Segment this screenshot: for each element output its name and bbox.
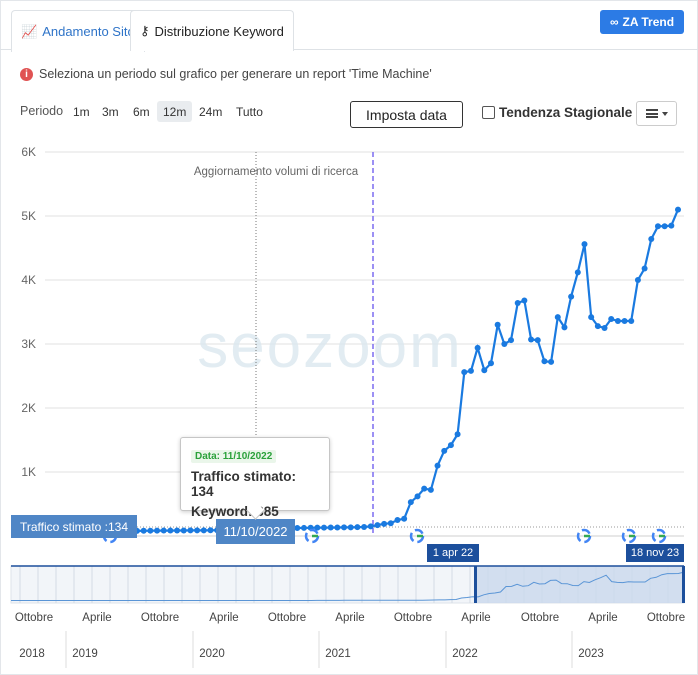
info-message: i Seleziona un periodo sul grafico per g… (20, 67, 432, 81)
crosshair-x-label: 11/10/2022 (216, 519, 295, 544)
chart-tooltip: Data: 11/10/2022 Traffico stimato: 134 K… (180, 437, 330, 519)
caret-down-icon (661, 111, 668, 116)
seasonal-label: Tendenza Stagionale (499, 105, 633, 120)
tooltip-traffic: Traffico stimato: 134 (191, 469, 297, 499)
imposta-data-button[interactable]: Imposta data (350, 101, 463, 128)
period-label: Periodo (20, 104, 64, 118)
tab-bar: 📈 Andamento Sito ⚷ Distribuzione Keyword… (0, 0, 698, 52)
line-chart-icon: 📈 (21, 23, 38, 39)
tab-distribuzione-keyword[interactable]: ⚷ Distribuzione Keyword (130, 10, 294, 51)
range-end-flag: 18 nov 23 (626, 544, 684, 562)
hamburger-icon (645, 109, 658, 118)
tab-andamento-sito[interactable]: 📈 Andamento Sito (11, 10, 145, 52)
period-3m-button[interactable]: 3m (102, 104, 119, 119)
info-icon: i (20, 67, 33, 81)
period-24m-button[interactable]: 24m (199, 104, 223, 119)
period-12m-button[interactable]: 12m (157, 101, 193, 122)
tooltip-keyword: Keyword: 385 (191, 504, 279, 519)
seasonal-trend-toggle: Tendenza Stagionale (482, 105, 632, 120)
za-trend-button[interactable]: ∞ ZA Trend (600, 10, 684, 34)
tab-label: Andamento Sito (42, 24, 135, 39)
key-icon: ⚷ (140, 23, 150, 38)
period-tutto-button[interactable]: Tutto (236, 104, 263, 119)
za-trend-label: ZA Trend (622, 15, 675, 29)
infinity-icon: ∞ (609, 15, 619, 29)
tooltip-date: Data: 11/10/2022 (191, 450, 277, 463)
chart-menu-button[interactable] (636, 101, 677, 126)
period-1m-button[interactable]: 1m (73, 104, 90, 119)
seasonal-checkbox[interactable] (482, 106, 495, 119)
range-start-flag: 1 apr 22 (427, 544, 479, 562)
tab-label: Distribuzione Keyword (154, 23, 284, 39)
crosshair-y-label: Traffico stimato :134 (11, 515, 137, 538)
info-text: Seleziona un periodo sul grafico per gen… (39, 67, 432, 81)
period-6m-button[interactable]: 6m (133, 104, 150, 119)
